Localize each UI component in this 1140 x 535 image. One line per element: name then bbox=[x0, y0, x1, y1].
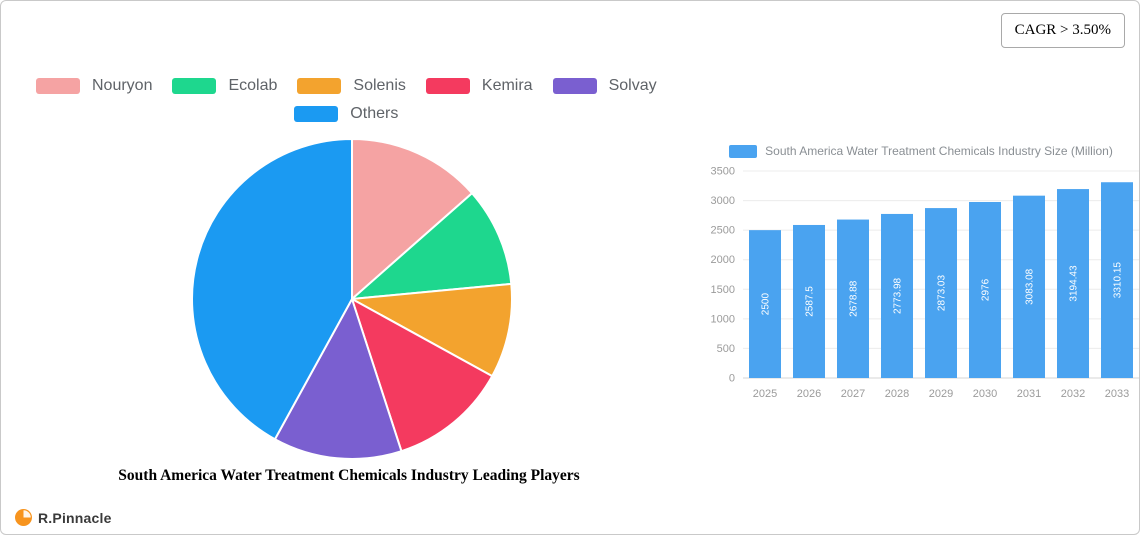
bar-legend-swatch bbox=[729, 144, 758, 158]
cagr-text: CAGR > 3.50% bbox=[1014, 22, 1111, 38]
x-axis-label: 2029 bbox=[929, 388, 953, 400]
bar-chart-legend[interactable]: South America Water Treatment Chemicals … bbox=[701, 144, 1139, 158]
bar-2029[interactable] bbox=[925, 208, 957, 378]
legend-swatch bbox=[552, 78, 597, 94]
legend-item-kemira[interactable]: Kemira bbox=[425, 77, 533, 95]
bar-value-label: 2773.98 bbox=[893, 277, 904, 314]
logo-icon bbox=[15, 509, 32, 526]
logo: R.Pinnacle bbox=[15, 509, 112, 526]
bar-2026[interactable] bbox=[793, 224, 825, 378]
bar-chart: South America Water Treatment Chemicals … bbox=[701, 144, 1139, 408]
legend-swatch bbox=[297, 78, 342, 94]
legend-item-solvay[interactable]: Solvay bbox=[552, 77, 657, 95]
bar-value-label: 2587.5 bbox=[805, 286, 816, 317]
bar-2032[interactable] bbox=[1057, 189, 1089, 378]
y-axis-label: 1500 bbox=[711, 284, 735, 296]
x-axis-label: 2032 bbox=[1061, 388, 1085, 400]
legend-item-nouryon[interactable]: Nouryon bbox=[36, 77, 152, 95]
legend-item-others[interactable]: Others bbox=[294, 105, 398, 123]
bar-value-label: 2500 bbox=[761, 293, 772, 316]
pie-slice-solvay[interactable] bbox=[273, 298, 403, 460]
cagr-badge: CAGR > 3.50% bbox=[1000, 13, 1125, 48]
bar-legend-label: South America Water Treatment Chemicals … bbox=[765, 144, 1113, 158]
legend-label: Solenis bbox=[353, 77, 406, 94]
legend-label: Kemira bbox=[481, 77, 533, 94]
y-axis-label: 3500 bbox=[711, 166, 735, 178]
pie-slice-nouryon[interactable] bbox=[351, 138, 474, 300]
y-axis-label: 500 bbox=[717, 343, 735, 355]
pie-legend: Nouryon Ecolab Solenis Kemira Solvay Others bbox=[36, 77, 657, 123]
legend-item-ecolab[interactable]: Ecolab bbox=[172, 77, 277, 95]
y-axis-label: 2000 bbox=[711, 254, 735, 266]
pie-slice-ecolab[interactable] bbox=[351, 192, 513, 300]
legend-label: Ecolab bbox=[228, 77, 278, 94]
bar-value-label: 2678.88 bbox=[849, 280, 860, 317]
bar-svg: 0 500 1000 1500 2000 2500 3000 3500 2500 2025 2587… bbox=[711, 166, 1139, 400]
legend-label: Solvay bbox=[608, 77, 657, 94]
bar-value-label: 3310.15 bbox=[1113, 262, 1124, 299]
bar-2028[interactable] bbox=[881, 213, 913, 378]
bar-value-label: 2976 bbox=[981, 278, 992, 301]
bar-value-label: 3083.08 bbox=[1025, 268, 1036, 305]
legend-label: Nouryon bbox=[92, 77, 153, 94]
x-axis-label: 2028 bbox=[885, 388, 909, 400]
x-axis-label: 2025 bbox=[753, 388, 777, 400]
x-axis-label: 2030 bbox=[973, 388, 997, 400]
bar-2033[interactable] bbox=[1101, 182, 1133, 378]
pie-legend-row-2: Others bbox=[294, 105, 398, 123]
legend-swatch bbox=[425, 78, 470, 94]
bar-2025[interactable] bbox=[749, 230, 781, 378]
pie-chart bbox=[187, 134, 517, 464]
x-axis-label: 2026 bbox=[797, 388, 821, 400]
pie-chart-title: South America Water Treatment Chemicals … bbox=[118, 467, 580, 484]
pie-slice-others[interactable] bbox=[191, 138, 353, 441]
x-axis-label: 2033 bbox=[1105, 388, 1129, 400]
x-axis-label: 2027 bbox=[841, 388, 865, 400]
legend-swatch bbox=[36, 78, 80, 94]
legend-item-solenis[interactable]: Solenis bbox=[297, 77, 406, 95]
y-axis-label: 1000 bbox=[711, 313, 735, 325]
bar-value-label: 2873.03 bbox=[937, 275, 948, 312]
pie-legend-row-1: Nouryon Ecolab Solenis Kemira Solvay bbox=[36, 77, 657, 95]
legend-label: Others bbox=[350, 105, 399, 122]
bar-2027[interactable] bbox=[837, 219, 869, 378]
bar-2031[interactable] bbox=[1013, 195, 1045, 378]
logo-text: R.Pinnacle bbox=[38, 509, 112, 526]
x-axis-label: 2031 bbox=[1017, 388, 1041, 400]
y-axis-label: 0 bbox=[729, 373, 735, 385]
pie-slice-solenis[interactable] bbox=[351, 282, 513, 378]
legend-swatch bbox=[294, 106, 339, 122]
pie-svg bbox=[191, 138, 513, 460]
bar-value-label: 3194.43 bbox=[1069, 265, 1080, 302]
y-axis-label: 3000 bbox=[711, 195, 735, 207]
y-axis-label: 2500 bbox=[711, 225, 735, 237]
pie-slice-kemira[interactable] bbox=[351, 298, 494, 453]
bar-2030[interactable] bbox=[969, 201, 1001, 378]
legend-swatch bbox=[172, 78, 217, 94]
